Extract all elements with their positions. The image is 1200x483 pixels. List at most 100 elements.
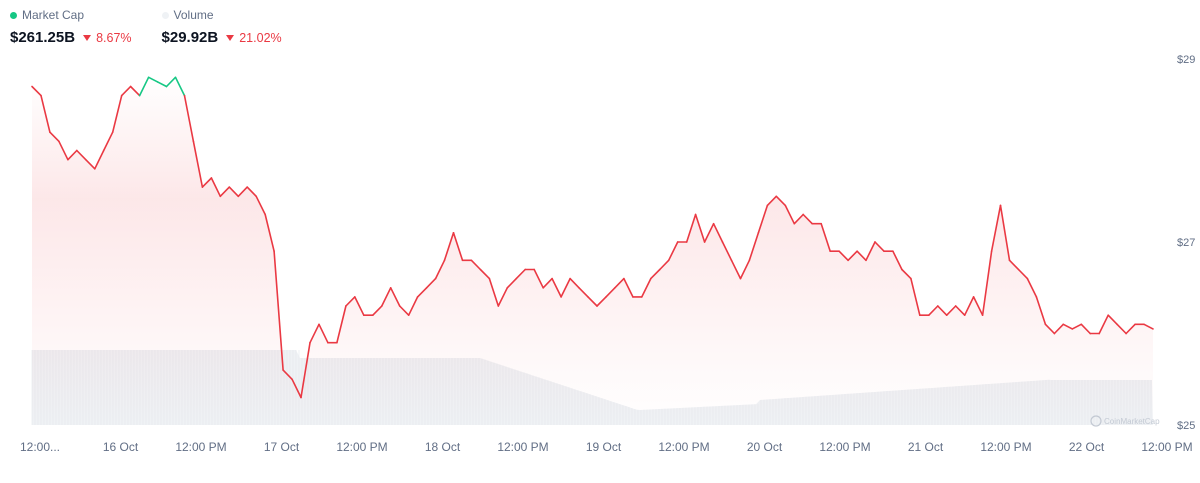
line-segment [416, 286, 428, 298]
line-segment [999, 204, 1011, 262]
market-cap-line [31, 76, 1154, 399]
watermark: CoinMarketCap [1090, 415, 1160, 427]
line-segment [936, 305, 948, 317]
line-segment [192, 140, 204, 188]
line-segment [291, 378, 302, 399]
line-segment [156, 81, 168, 88]
line-segment [165, 76, 177, 88]
line-segment [533, 268, 545, 289]
line-segment [551, 277, 562, 298]
legend-market-cap[interactable]: Market Cap $261.25B 8.67% [10, 6, 132, 46]
line-segment [874, 241, 885, 252]
line-segment [587, 296, 598, 307]
line-segment [31, 85, 42, 97]
x-tick-label: 19 Oct [586, 440, 622, 454]
line-segment [972, 296, 984, 317]
line-segment [910, 277, 921, 317]
line-segment [147, 76, 159, 83]
line-segment [766, 195, 778, 207]
line-segment [802, 213, 814, 225]
line-segment [129, 85, 141, 97]
line-segment [1026, 277, 1038, 298]
line-segment [927, 305, 939, 317]
line-segment [407, 296, 419, 317]
line-segment [102, 131, 114, 152]
x-tick-label: 22 Oct [1069, 440, 1105, 454]
legend-volume[interactable]: Volume $29.92B 21.02% [161, 6, 282, 46]
line-segment [255, 195, 267, 216]
y-axis: $29 $27 $25 [1177, 54, 1195, 432]
line-segment [954, 305, 966, 317]
line-segment [264, 213, 275, 252]
line-segment [282, 369, 293, 381]
line-segment [398, 305, 410, 317]
line-segment [201, 177, 213, 188]
line-segment [318, 323, 329, 344]
x-tick-label: 12:00 PM [175, 440, 226, 454]
x-tick-label: 12:00 PM [658, 440, 709, 454]
area-fill [32, 77, 1153, 426]
line-segment [1107, 314, 1118, 326]
line-segment [892, 250, 903, 271]
line-segment [1044, 323, 1056, 335]
line-segment [649, 268, 661, 280]
line-segment [488, 277, 500, 307]
line-segment [353, 296, 365, 317]
caret-down-icon [226, 34, 235, 41]
line-segment [1071, 323, 1083, 330]
line-segment [67, 149, 78, 161]
line-segment [569, 277, 580, 289]
chart-legend: Market Cap $261.25B 8.67% Volume $29.92B… [10, 6, 282, 46]
line-segment [820, 222, 832, 252]
line-segment [945, 305, 957, 317]
line-segment [273, 250, 284, 371]
line-segment [614, 277, 625, 289]
volume-change-value: 21.02% [239, 30, 282, 45]
line-segment [58, 140, 69, 161]
line-segment [300, 341, 311, 399]
line-segment [596, 296, 607, 307]
line-segment [425, 277, 437, 289]
line-segment [981, 250, 993, 317]
market-cap-label: Market Cap [22, 8, 85, 22]
volume-label: Volume [173, 8, 214, 22]
line-segment [560, 277, 571, 298]
line-segment [721, 241, 733, 262]
line-segment [623, 277, 634, 298]
line-segment [1035, 296, 1047, 326]
line-segment [497, 286, 509, 307]
x-tick-label: 12:00 PM [819, 440, 870, 454]
x-tick-label: 12:00 PM [980, 440, 1031, 454]
line-segment [739, 259, 751, 280]
line-segment [309, 323, 320, 344]
caret-down-icon [83, 34, 92, 41]
line-segment [94, 149, 105, 170]
line-segment [452, 232, 464, 262]
line-segment [578, 286, 589, 298]
line-segment [838, 250, 849, 262]
x-tick-label: 18 Oct [425, 440, 461, 454]
line-segment [1143, 323, 1154, 330]
line-segment [336, 305, 347, 344]
x-tick-label: 12:00 PM [497, 440, 548, 454]
line-segment [76, 149, 87, 161]
line-segment [1053, 323, 1065, 335]
line-segment [775, 195, 787, 207]
line-segment [793, 213, 805, 225]
line-segment [111, 94, 123, 133]
line-segment [640, 277, 652, 298]
volume-dot-icon [161, 11, 169, 19]
line-segment [228, 186, 240, 198]
line-segment [856, 250, 867, 262]
line-segment [658, 259, 670, 271]
line-segment [901, 268, 912, 280]
watermark-text: CoinMarketCap [1104, 417, 1160, 426]
line-segment [85, 158, 96, 170]
line-segment [1098, 314, 1109, 335]
line-segment [1008, 259, 1020, 271]
line-segment [685, 213, 697, 243]
line-segment [479, 268, 491, 280]
line-segment [963, 296, 975, 317]
x-tick-label: 12:00... [20, 440, 60, 454]
